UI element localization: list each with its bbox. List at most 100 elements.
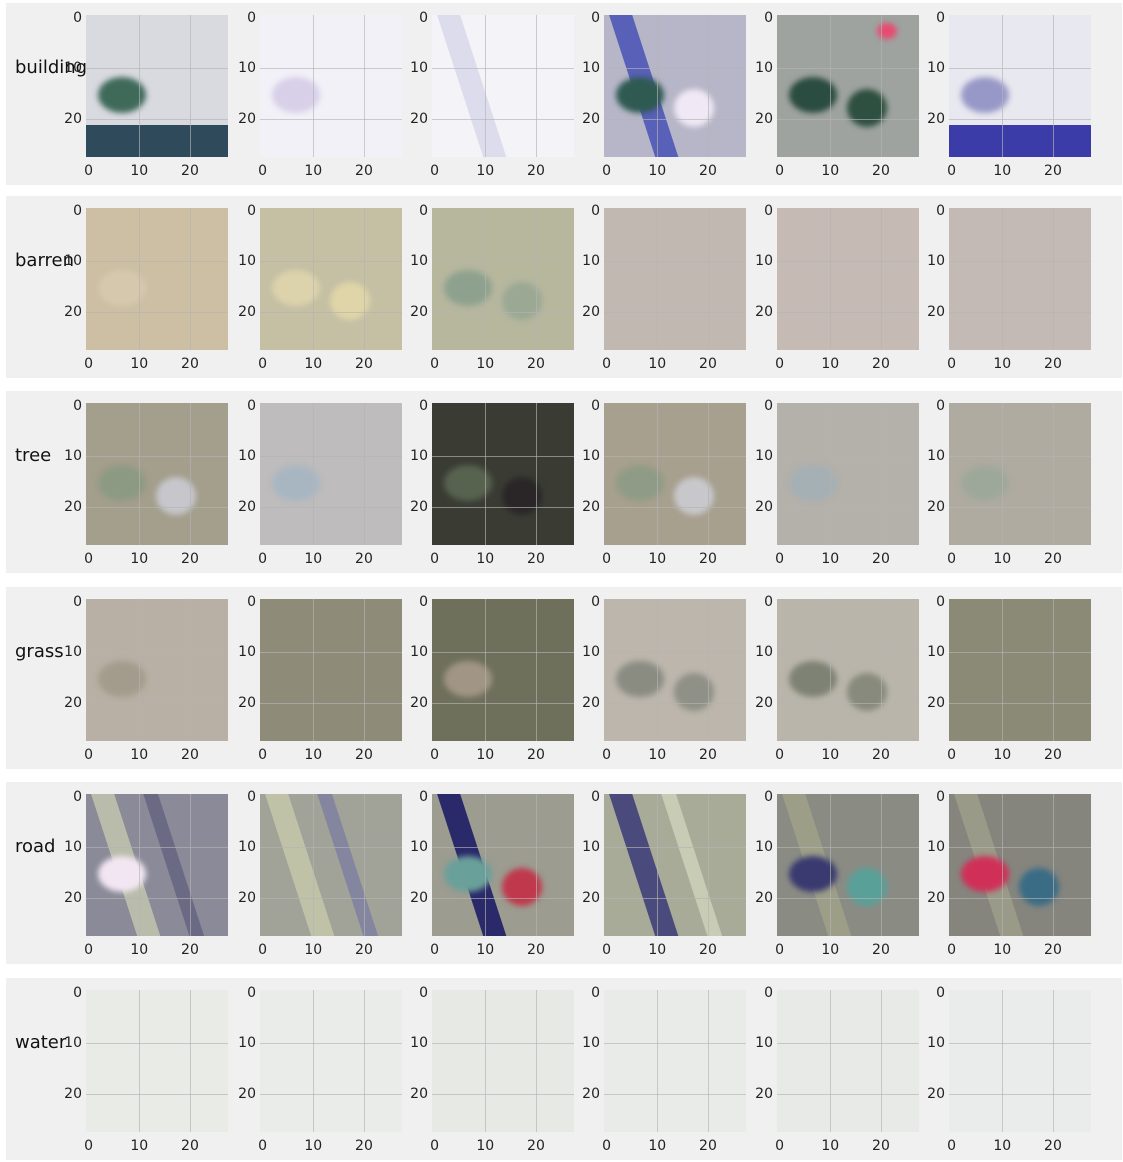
gridline <box>260 118 402 120</box>
x-tick-label: 20 <box>527 163 545 179</box>
y-tick-label: 0 <box>247 202 256 219</box>
y-tick-label: 10 <box>64 1035 82 1052</box>
gridline <box>604 1043 746 1045</box>
y-tick-label: 0 <box>73 9 82 26</box>
gridline <box>139 208 141 350</box>
gridline <box>432 702 574 704</box>
gridline <box>604 261 746 263</box>
x-tick-label: 0 <box>775 1138 784 1154</box>
y-tick-label: 0 <box>247 593 256 610</box>
gridline <box>485 403 487 545</box>
gridline <box>949 456 1091 458</box>
y-tick-label: 20 <box>927 889 945 906</box>
x-tick-label: 0 <box>84 163 93 179</box>
gridline <box>777 311 919 313</box>
gridline <box>830 599 832 741</box>
sample-image-axes <box>260 208 402 350</box>
sample-image-axes <box>604 794 746 936</box>
y-tick-label: 20 <box>927 1085 945 1102</box>
sample-cell: 0 10 20 0 10 20 <box>52 391 228 573</box>
gridline <box>1052 599 1054 741</box>
y-tick-label: 10 <box>582 839 600 856</box>
gridline <box>657 990 659 1132</box>
gridline <box>949 261 1091 263</box>
x-tick-label: 20 <box>181 1138 199 1154</box>
y-tick-label: 0 <box>591 788 600 805</box>
x-tick-label: 20 <box>181 551 199 567</box>
y-tick-label: 0 <box>419 984 428 1001</box>
gridline <box>432 118 574 120</box>
gridline <box>432 311 574 313</box>
gridline <box>604 652 746 654</box>
y-tick-label: 20 <box>927 303 945 320</box>
gridline <box>313 794 315 936</box>
y-tick-label: 20 <box>410 889 428 906</box>
gridline <box>707 990 709 1132</box>
x-tick-label: 0 <box>258 747 267 763</box>
x-tick-label: 20 <box>527 1138 545 1154</box>
gridline <box>830 990 832 1132</box>
gridline <box>432 506 574 508</box>
gridline <box>949 311 1091 313</box>
sample-image-axes <box>604 403 746 545</box>
y-tick-label: 10 <box>755 448 773 465</box>
gridline <box>485 599 487 741</box>
sample-cell: 0 10 20 0 10 20 <box>915 978 1091 1160</box>
sample-image <box>949 990 1091 1132</box>
sample-image <box>86 794 228 936</box>
y-tick-label: 20 <box>410 1085 428 1102</box>
row-label: tree <box>15 445 52 466</box>
sample-image <box>949 599 1091 741</box>
sample-image <box>260 15 402 157</box>
sample-image-axes <box>86 403 228 545</box>
y-tick-label: 20 <box>410 303 428 320</box>
image-feature-blob <box>616 661 664 697</box>
gridline <box>189 794 191 936</box>
y-tick-label: 0 <box>936 9 945 26</box>
gridline <box>432 1043 574 1045</box>
x-tick-label: 20 <box>527 356 545 372</box>
row-label: building <box>15 57 88 78</box>
y-tick-label: 0 <box>764 9 773 26</box>
gridline <box>777 847 919 849</box>
sample-cell: 0 10 20 0 10 20 <box>398 782 574 964</box>
sample-image-axes <box>260 794 402 936</box>
gridline <box>1002 990 1004 1132</box>
sample-image <box>432 208 574 350</box>
y-tick-label: 20 <box>410 498 428 515</box>
gridline <box>432 847 574 849</box>
sample-cell: 0 10 20 0 10 20 <box>226 3 402 185</box>
y-tick-label: 20 <box>582 498 600 515</box>
y-tick-label: 10 <box>582 1035 600 1052</box>
gridline <box>949 702 1091 704</box>
gridline <box>1052 15 1054 157</box>
sample-image-axes <box>260 599 402 741</box>
gridline <box>260 1043 402 1045</box>
gridline <box>139 15 141 157</box>
gridline <box>189 403 191 545</box>
sample-cell: 0 10 20 0 10 20 <box>398 3 574 185</box>
sample-image <box>86 15 228 157</box>
image-feature-blob <box>674 673 714 711</box>
image-feature-blob <box>444 465 492 501</box>
gridline <box>535 208 537 350</box>
sample-image-axes <box>260 403 402 545</box>
x-tick-label: 10 <box>476 356 495 372</box>
x-tick-label: 10 <box>648 942 667 958</box>
x-tick-label: 0 <box>84 356 93 372</box>
x-tick-label: 10 <box>304 163 323 179</box>
y-tick-label: 10 <box>755 1035 773 1052</box>
sample-cell: 0 10 20 0 10 20 <box>743 587 919 769</box>
sample-image <box>604 794 746 936</box>
x-tick-label: 20 <box>355 1138 373 1154</box>
y-tick-label: 10 <box>410 839 428 856</box>
sample-image <box>949 403 1091 545</box>
sample-image-axes <box>777 794 919 936</box>
gridline <box>432 456 574 458</box>
y-tick-label: 20 <box>64 110 82 127</box>
y-tick-label: 20 <box>927 110 945 127</box>
x-tick-label: 0 <box>947 551 956 567</box>
sample-image-axes <box>949 403 1091 545</box>
y-tick-label: 0 <box>591 397 600 414</box>
sample-cell: 0 10 20 0 10 20 <box>52 587 228 769</box>
